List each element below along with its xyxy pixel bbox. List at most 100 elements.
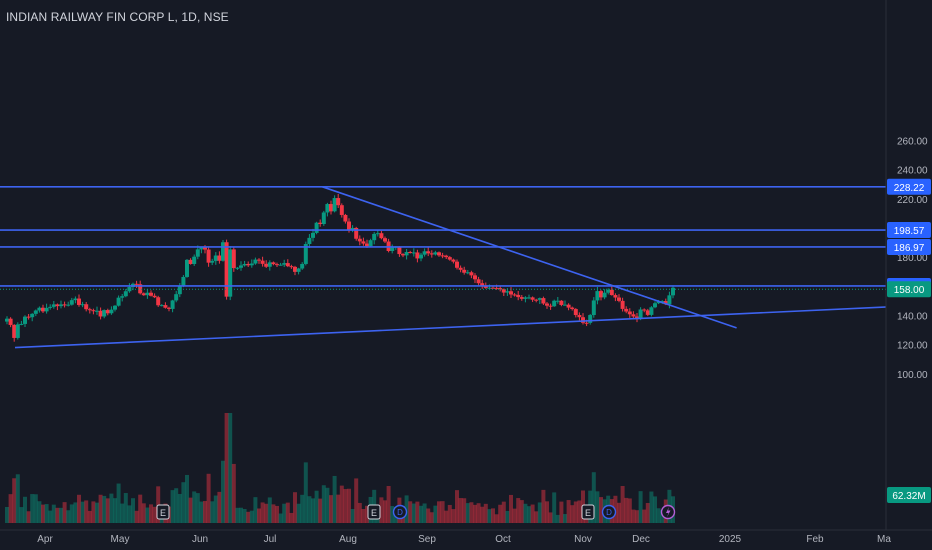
candle <box>152 295 157 298</box>
volume-bar <box>37 501 42 523</box>
candle <box>51 304 56 307</box>
volume-bar <box>422 503 427 523</box>
candle <box>231 249 236 269</box>
candle <box>534 299 539 301</box>
candle <box>372 233 377 241</box>
volume-bar <box>411 503 416 523</box>
dividend-marker[interactable] <box>601 504 617 520</box>
candle <box>512 294 517 296</box>
candle <box>174 294 179 301</box>
candles <box>5 193 675 342</box>
volume-bar <box>210 501 215 523</box>
candle <box>365 243 369 247</box>
candle <box>271 262 276 265</box>
candle <box>649 307 654 315</box>
candle <box>138 284 143 294</box>
earnings-marker[interactable] <box>367 504 381 520</box>
volume-bar <box>527 506 531 523</box>
candle <box>30 313 35 318</box>
time-axis[interactable]: Apr May Jun Jul Aug Sep Oct Nov Dec 2025 Feb Ma <box>0 529 932 545</box>
volume-bar <box>440 501 445 523</box>
candle <box>415 252 420 259</box>
candle <box>465 272 470 274</box>
candle <box>123 291 128 297</box>
volume-bar <box>289 512 294 523</box>
candle <box>55 304 60 307</box>
candle <box>368 240 373 247</box>
volume-bar <box>192 491 197 523</box>
candle <box>69 300 74 305</box>
volume-bar <box>458 498 463 523</box>
horizontal-levels[interactable] <box>0 185 886 290</box>
dividend-marker[interactable] <box>392 504 408 520</box>
volume-bar <box>19 507 24 523</box>
time-tick-label: Dec <box>632 534 650 545</box>
candle <box>91 310 96 312</box>
volume-bar <box>379 497 384 523</box>
candle <box>653 303 657 308</box>
volume-bar <box>505 510 510 523</box>
volume-bar <box>282 503 287 523</box>
volume-bar <box>300 494 305 523</box>
candle <box>192 256 197 264</box>
candle <box>455 261 459 268</box>
price-axis[interactable]: 260.00240.00220.00200.00180.00140.00120.… <box>885 0 932 550</box>
candle <box>545 303 549 306</box>
candle <box>433 252 438 255</box>
volume-bar <box>552 492 557 523</box>
volume-bar <box>591 472 596 523</box>
volume-bar <box>642 509 647 523</box>
volume-bar <box>267 497 272 523</box>
volume-bar <box>84 500 89 523</box>
volume-bar <box>451 509 456 523</box>
volume-bar <box>275 505 279 523</box>
candle <box>141 293 146 296</box>
candle <box>267 262 272 267</box>
candle <box>159 305 164 307</box>
volume-bar <box>627 498 632 523</box>
volume-bar <box>293 492 297 523</box>
candle <box>516 294 521 298</box>
candle <box>595 291 600 301</box>
volume-bar <box>134 510 139 523</box>
price-tick-label: 140.00 <box>897 311 928 322</box>
candle <box>581 317 585 323</box>
candle <box>570 307 575 310</box>
trendline-descending[interactable] <box>322 186 737 329</box>
trendline-ascending[interactable] <box>14 304 917 349</box>
volume-bar <box>69 504 74 523</box>
trendlines[interactable] <box>14 186 917 349</box>
earnings-marker[interactable] <box>581 504 595 520</box>
price-tick-label: 100.00 <box>897 370 928 381</box>
candle <box>451 259 456 262</box>
volume-bar <box>339 485 344 523</box>
volume-bar <box>491 508 495 523</box>
volume-bar <box>102 495 107 523</box>
volume-bar <box>73 502 78 523</box>
volume-bar <box>624 497 629 523</box>
volume-bar <box>59 507 63 523</box>
candle <box>440 255 445 257</box>
candle <box>537 298 542 300</box>
volume-bar <box>77 494 81 523</box>
volume-badge <box>887 487 931 503</box>
volume-bar <box>455 490 459 523</box>
candle <box>321 212 326 225</box>
candle <box>617 297 621 301</box>
earnings-marker[interactable] <box>156 504 170 520</box>
volume-bar <box>30 494 35 523</box>
candle <box>199 247 204 250</box>
volume-bar <box>123 493 128 523</box>
volume-bar <box>138 494 143 523</box>
volume-bar <box>296 503 301 523</box>
candle <box>383 238 387 242</box>
volume-bar <box>509 494 513 523</box>
price-axis-bg <box>886 0 932 550</box>
candle <box>145 292 150 296</box>
candle <box>5 318 9 322</box>
candle <box>26 316 31 318</box>
candle <box>167 307 171 309</box>
